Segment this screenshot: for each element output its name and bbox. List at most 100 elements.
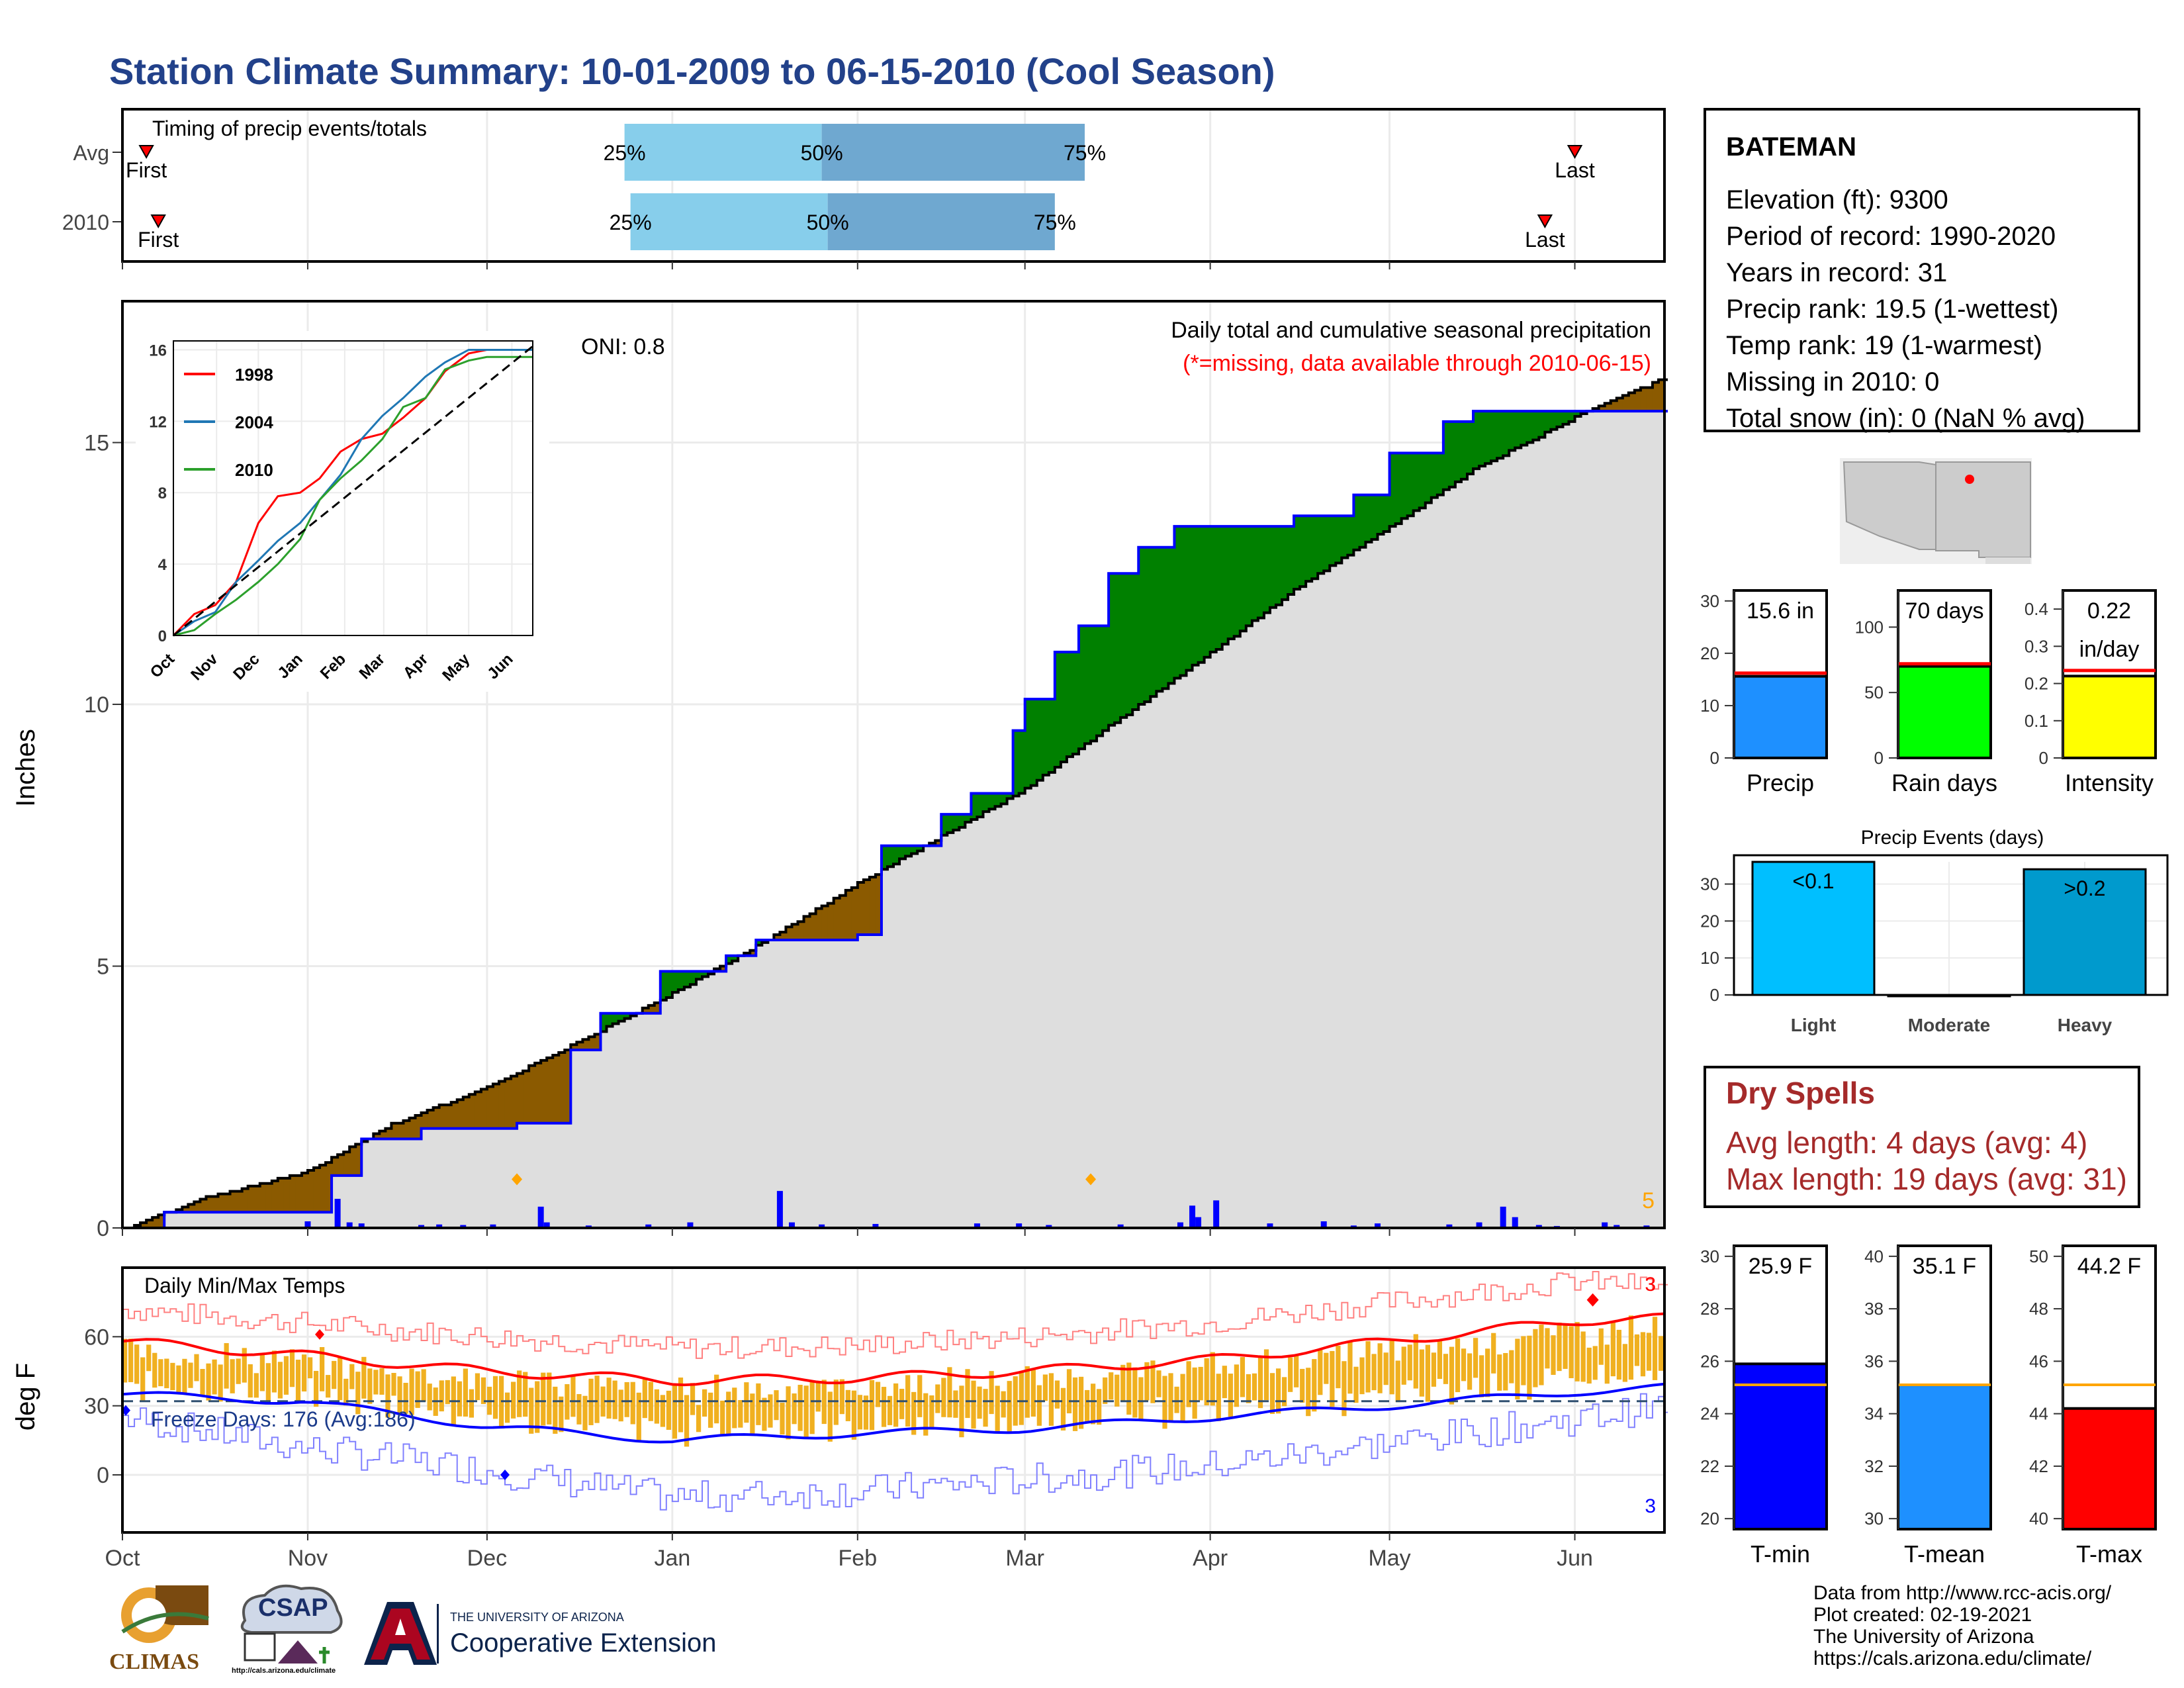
- daily-temp-bar: [1610, 1321, 1615, 1377]
- summary-bar-T-min: [1733, 1362, 1828, 1530]
- daily-temp-bar: [403, 1382, 408, 1414]
- surplus-area: [1443, 421, 1450, 490]
- deficit-area: [1646, 387, 1653, 412]
- daily-temp-bar: [1120, 1364, 1126, 1401]
- deficit-area: [570, 1045, 577, 1051]
- surplus-area: [1024, 699, 1032, 788]
- surplus-area: [1371, 494, 1379, 539]
- dry-spells-avg: Avg length: 4 days (avg: 4): [1726, 1125, 2088, 1160]
- surplus-area: [1132, 573, 1139, 710]
- temp-chart-title: Daily Min/Max Temps: [144, 1274, 345, 1297]
- daily-temp-bar: [1557, 1323, 1562, 1372]
- daily-temp-bar: [140, 1357, 146, 1402]
- daily-temp-bar: [1072, 1377, 1078, 1431]
- surplus-area: [1257, 526, 1265, 618]
- daily-temp-bar: [684, 1395, 690, 1447]
- daily-temp-bar: [1007, 1381, 1012, 1432]
- surplus-area: [1042, 699, 1050, 775]
- deficit-area: [289, 1175, 296, 1213]
- daily-temp-bar: [1658, 1336, 1664, 1371]
- daily-temp-bar: [732, 1387, 737, 1429]
- deficit-area: [786, 927, 793, 940]
- daily-temp-bar: [1652, 1317, 1658, 1380]
- daily-temp-bar: [1306, 1368, 1311, 1417]
- surplus-area: [905, 845, 912, 857]
- daily-temp-bar: [1449, 1346, 1455, 1405]
- summary-y-tick: 22: [1700, 1456, 1719, 1476]
- daily-temp-bar: [1467, 1353, 1473, 1390]
- daily-temp-bar: [134, 1344, 140, 1384]
- climas-emblem-icon: [121, 1585, 209, 1643]
- deficit-area: [200, 1199, 207, 1213]
- daily-temp-bar: [762, 1397, 767, 1431]
- surplus-area: [702, 971, 709, 977]
- info-missing: Missing in 2010: 0: [1726, 367, 1940, 397]
- surplus-area: [1318, 516, 1324, 574]
- deficit-area: [182, 1207, 189, 1213]
- daily-temp-bar: [1389, 1340, 1394, 1395]
- daily-temp-bar: [690, 1383, 696, 1415]
- record-low-marker: [500, 1470, 510, 1481]
- timing-row-label: Avg: [73, 141, 109, 165]
- daily-temp-bar: [1592, 1346, 1598, 1380]
- daily-temp-bar: [899, 1388, 905, 1419]
- deficit-area: [385, 1128, 392, 1139]
- surplus-area: [1126, 573, 1133, 715]
- climas-logo: CLIMAS: [109, 1579, 215, 1678]
- daily-temp-bar: [343, 1378, 349, 1406]
- summary-y-tick: 40: [1864, 1246, 1884, 1266]
- surplus-area: [1551, 411, 1558, 430]
- daily-temp-bar: [965, 1369, 970, 1419]
- daily-temp-bar: [1198, 1366, 1203, 1401]
- deficit-area: [523, 1070, 529, 1123]
- daily-temp-bar: [947, 1367, 952, 1418]
- summary-y-tick: 38: [1864, 1299, 1884, 1319]
- daily-temp-bar: [212, 1359, 217, 1395]
- x-tick-label: Mar: [1005, 1546, 1044, 1571]
- deficit-area: [827, 903, 835, 940]
- daily-temp-bar: [750, 1393, 755, 1436]
- snow-marker: [512, 1173, 523, 1186]
- surplus-area: [1503, 411, 1510, 456]
- surplus-area: [732, 955, 739, 961]
- surplus-area: [684, 971, 691, 988]
- surplus-area: [1156, 547, 1163, 692]
- daily-temp-bar: [259, 1354, 265, 1391]
- daily-temp-bar: [463, 1368, 468, 1417]
- daily-temp-bar: [774, 1390, 779, 1421]
- deficit-area: [486, 1086, 494, 1129]
- deficit-area: [445, 1105, 452, 1129]
- daily-temp-bar: [678, 1377, 684, 1432]
- surplus-area: [624, 1013, 631, 1019]
- daily-temp-bar: [1168, 1373, 1173, 1421]
- daily-temp-bar: [720, 1400, 725, 1436]
- events-bar-Heavy: [2023, 868, 2147, 996]
- surplus-area: [1342, 516, 1348, 558]
- surplus-area: [887, 845, 894, 867]
- daily-temp-bar: [313, 1370, 319, 1407]
- deficit-area: [809, 914, 817, 940]
- surplus-area: [666, 971, 673, 998]
- daily-precip-bar: [776, 1191, 783, 1229]
- deficit-area: [654, 1002, 661, 1013]
- summary-value-label: 15.6 in: [1747, 598, 1814, 624]
- y-tick-label: 5: [97, 955, 109, 980]
- surplus-area: [1186, 526, 1193, 671]
- summary-bar-Intensity: [2062, 675, 2157, 759]
- surplus-area: [1091, 626, 1097, 741]
- daily-temp-bar: [1042, 1374, 1048, 1401]
- daily-temp-bar: [941, 1378, 946, 1417]
- daily-temp-bar: [1030, 1368, 1036, 1417]
- daily-temp-bar: [1318, 1350, 1323, 1395]
- cooperative-extension-logo: THE UNIVERSITY OF ARIZONA Cooperative Ex…: [361, 1599, 745, 1671]
- daily-temp-bar: [289, 1349, 295, 1387]
- surplus-area: [1007, 793, 1014, 799]
- daily-temp-bar: [218, 1364, 223, 1402]
- deficit-area: [517, 1073, 523, 1123]
- daily-temp-bar: [475, 1373, 480, 1401]
- deficit-area: [421, 1112, 428, 1129]
- summary-y-tick: 30: [1700, 1246, 1719, 1266]
- deficit-area: [236, 1191, 243, 1213]
- summary-y-tick: 0: [1874, 748, 1884, 768]
- surplus-area: [678, 971, 685, 990]
